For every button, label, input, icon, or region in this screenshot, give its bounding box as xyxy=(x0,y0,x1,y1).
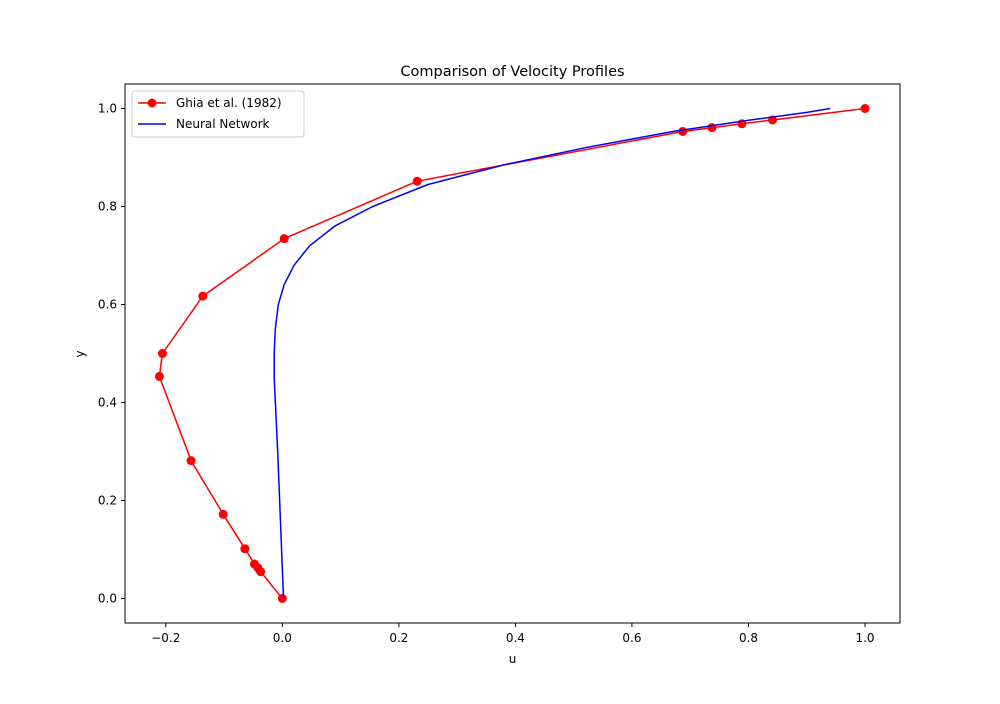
legend-marker-ghia xyxy=(147,98,157,108)
data-point-ghia xyxy=(279,234,289,244)
legend-box xyxy=(131,90,305,138)
x-tick-label: 0.8 xyxy=(739,631,758,645)
data-point-ghia xyxy=(154,371,164,381)
data-series xyxy=(154,104,870,603)
plot-area xyxy=(124,83,901,624)
data-point-ghia xyxy=(186,456,196,466)
axis-ticks: −0.2 0.0 0.2 0.4 0.6 0.8 1.0 0.0 0.2 0.4 0.6 0.8 1.0 xyxy=(98,102,875,646)
chart-title: Comparison of Velocity Profiles xyxy=(400,64,624,80)
y-axis-label: y xyxy=(73,350,87,357)
y-tick-label: 1.0 xyxy=(98,102,117,116)
x-tick-label: 0.4 xyxy=(506,631,525,645)
y-tick-label: 0.2 xyxy=(98,494,117,508)
data-point-ghia xyxy=(198,291,208,301)
x-tick-label: −0.2 xyxy=(151,631,180,645)
series-line-neural-network xyxy=(273,107,831,599)
y-tick-label: 0.0 xyxy=(98,592,117,606)
x-tick-label: 1.0 xyxy=(855,631,874,645)
y-tick-label: 0.8 xyxy=(98,200,117,214)
x-tick-label: 0.2 xyxy=(389,631,408,645)
x-axis-label: u xyxy=(509,652,517,666)
data-point-ghia xyxy=(157,349,167,358)
data-point-ghia xyxy=(256,567,266,577)
y-tick-label: 0.4 xyxy=(98,396,117,410)
x-tick-label: 0.0 xyxy=(273,631,292,645)
y-tick-label: 0.6 xyxy=(98,298,117,312)
legend-label-ghia: Ghia et al. (1982) xyxy=(176,96,282,110)
legend-label-neural-network: Neural Network xyxy=(176,117,270,131)
data-point-ghia xyxy=(412,176,422,186)
data-point-ghia xyxy=(860,104,870,113)
x-tick-label: 0.6 xyxy=(622,631,641,645)
data-point-ghia xyxy=(240,544,250,554)
data-point-ghia xyxy=(218,509,228,519)
data-point-ghia xyxy=(678,126,688,136)
data-point-ghia xyxy=(277,594,287,603)
legend: Ghia et al. (1982) Neural Network xyxy=(131,90,305,138)
